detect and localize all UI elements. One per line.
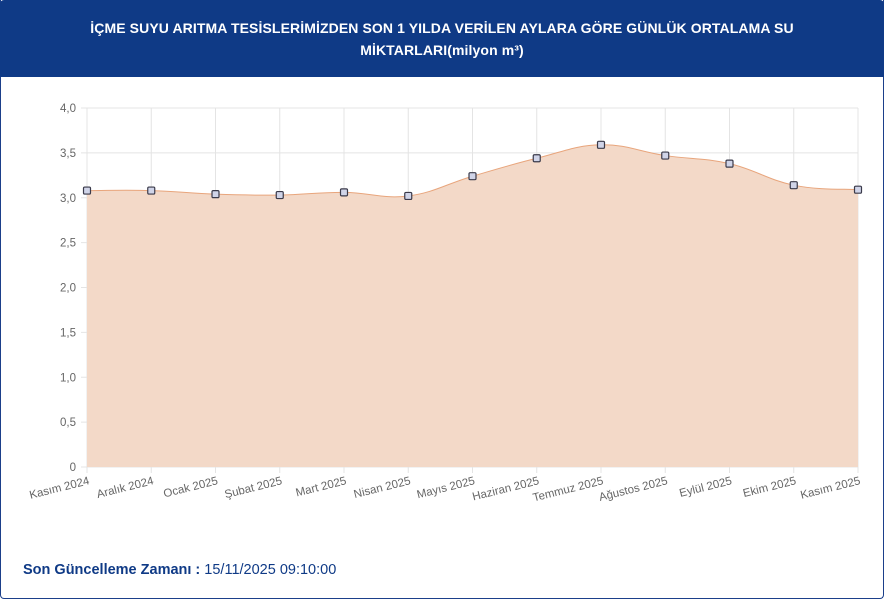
- data-point-0[interactable]: [82, 186, 92, 195]
- data-point-7[interactable]: [532, 154, 541, 163]
- x-tick-label: Mart 2025: [295, 475, 348, 499]
- x-tick-label: Nisan 2025: [353, 475, 412, 501]
- data-point-1[interactable]: [147, 186, 156, 195]
- y-tick-label: 2,0: [60, 283, 76, 295]
- x-tick-label: Eylül 2025: [678, 475, 733, 500]
- x-tick-label: Kasım 2024: [28, 475, 91, 502]
- x-tick-label: Ocak 2025: [162, 475, 219, 500]
- chart-title: İÇME SUYU ARITMA TESİSLERİMİZDEN SON 1 Y…: [62, 17, 822, 61]
- data-point-11[interactable]: [789, 181, 798, 190]
- data-point-5[interactable]: [404, 191, 413, 201]
- data-point-6[interactable]: [468, 172, 477, 181]
- x-axis: Kasım 2024 Aralık 2024 Ocak 2025 Şubat 2025…: [28, 475, 861, 504]
- data-point-2[interactable]: [211, 190, 220, 199]
- y-tick-label: 3,5: [60, 148, 76, 160]
- last-updated-label: Son Güncelleme Zamanı :: [23, 562, 201, 578]
- x-tick-label: Temmuz 2025: [532, 475, 605, 504]
- y-axis: 0 0,5 1,0 1,5 2,0 2,5 3,0 3,5 4,0: [60, 103, 76, 474]
- x-tick-label: Mayıs 2025: [416, 475, 477, 501]
- chart-header: İÇME SUYU ARITMA TESİSLERİMİZDEN SON 1 Y…: [0, 0, 884, 77]
- chart-title-line2: MİKTARLARI(milyon m³): [360, 41, 524, 58]
- x-tick-label: Aralık 2024: [96, 475, 156, 501]
- y-tick-label: 3,0: [60, 193, 76, 205]
- y-tick-label: 1,0: [60, 372, 76, 384]
- y-tick-label: 0: [70, 462, 76, 474]
- x-tick-label: Haziran 2025: [471, 475, 540, 503]
- data-point-12[interactable]: [853, 185, 863, 194]
- x-tick-label: Ağustos 2025: [598, 475, 669, 504]
- last-updated-value: 15/11/2025 09:10:00: [200, 562, 337, 578]
- area-fill: [87, 144, 858, 467]
- data-points: [82, 140, 863, 201]
- data-point-10[interactable]: [725, 159, 734, 168]
- data-point-3[interactable]: [275, 190, 284, 200]
- x-tick-label: Şubat 2025: [223, 475, 283, 501]
- x-tick-label: Ekim 2025: [742, 475, 798, 500]
- data-point-9[interactable]: [661, 151, 670, 160]
- x-tick-label: Kasım 2025: [799, 475, 861, 501]
- area-chart: 0 0,5 1,0 1,5 2,0 2,5 3,0 3,5 4,0 Kasım 2024 Aral…: [28, 103, 863, 504]
- data-point-8[interactable]: [596, 140, 606, 149]
- y-tick-label: 0,5: [60, 417, 76, 429]
- y-tick-label: 1,5: [60, 327, 76, 339]
- series-area: [86, 144, 859, 467]
- chart-title-line1: İÇME SUYU ARITMA TESİSLERİMİZDEN SON 1 Y…: [90, 19, 794, 36]
- last-updated: Son Güncelleme Zamanı : 15/11/2025 09:10…: [23, 562, 336, 578]
- chart-area: 0 0,5 1,0 1,5 2,0 2,5 3,0 3,5 4,0 Kasım 2024 Aral…: [0, 77, 884, 547]
- y-tick-label: 2,5: [60, 238, 76, 250]
- y-tick-label: 4,0: [60, 103, 76, 115]
- data-point-4[interactable]: [339, 188, 349, 197]
